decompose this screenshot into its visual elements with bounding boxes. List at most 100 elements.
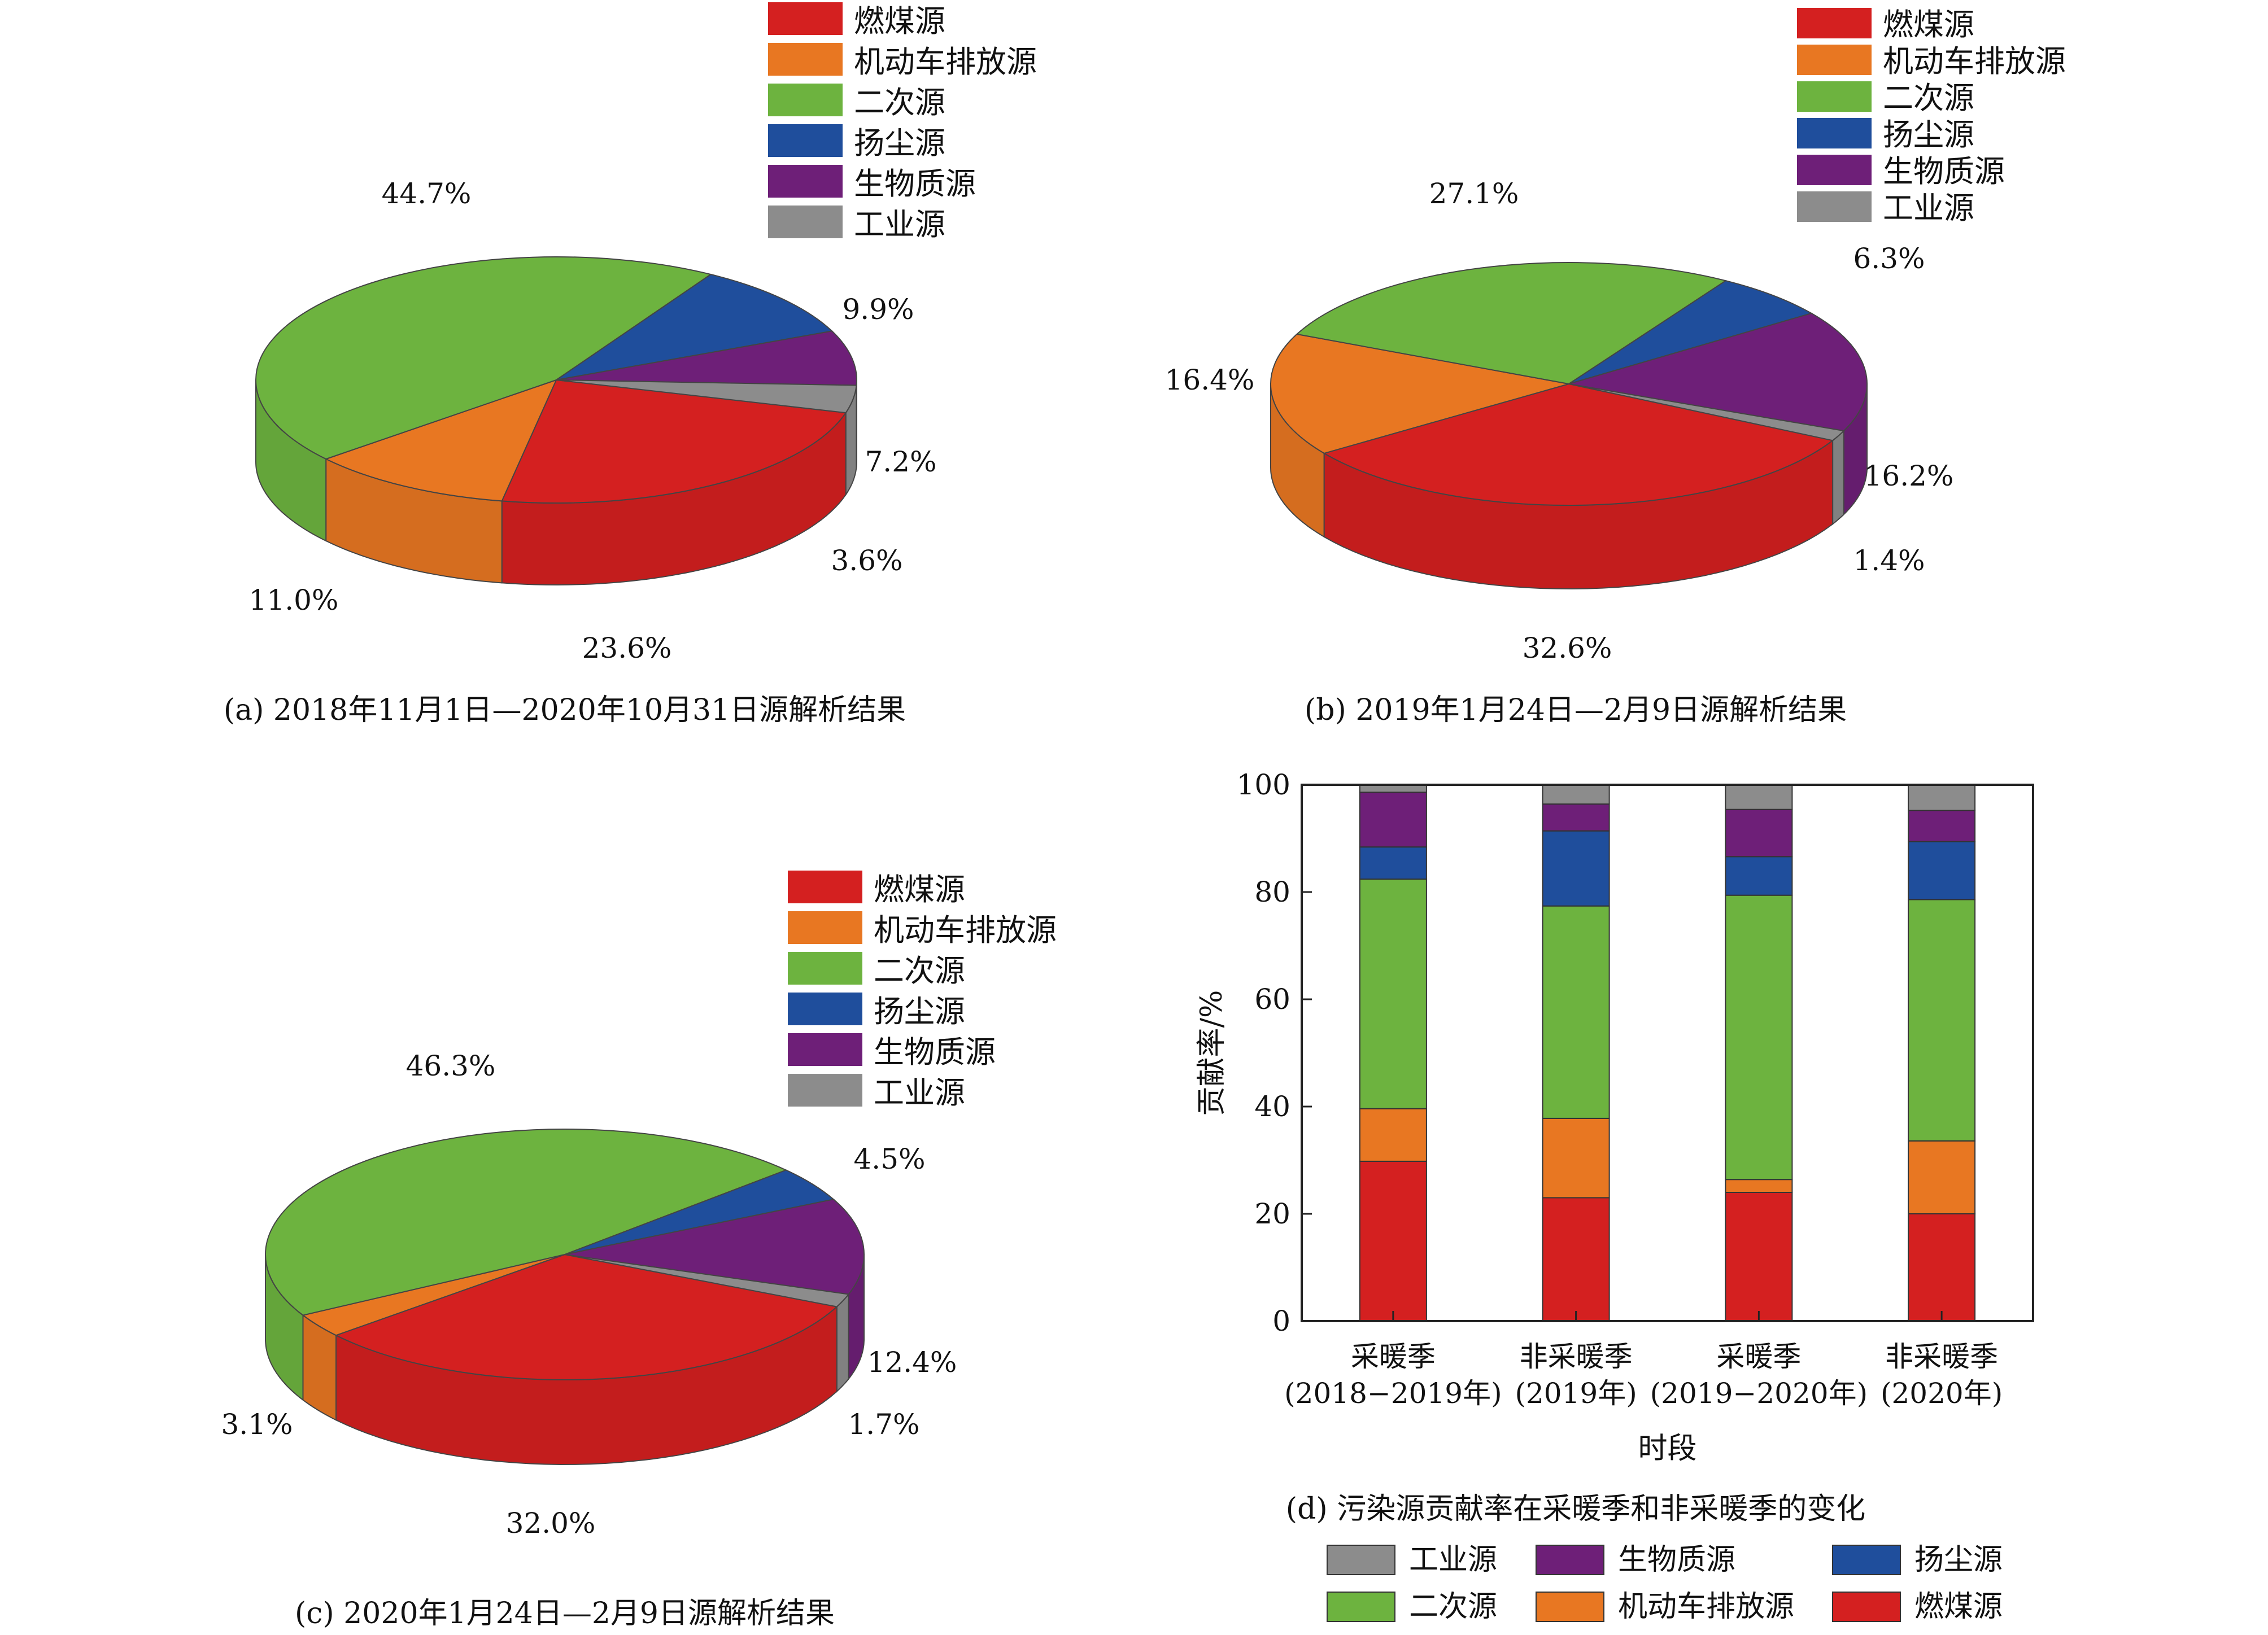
legend-label-secondary: 二次源 — [854, 85, 945, 120]
x-tick-label: 采暖季 — [1351, 1340, 1436, 1373]
pie-slice-industry — [556, 379, 857, 414]
caption-a: (a) 2018年11月1日—2020年10月31日源解析结果 — [224, 693, 906, 727]
bar-segment-vehicle — [1908, 1140, 1976, 1215]
pie-label-industry: 1.4% — [1853, 544, 1925, 577]
pie-label-vehicle: 11.0% — [249, 584, 339, 617]
x-tick-label: (2019−2020年) — [1650, 1377, 1868, 1410]
bar-segment-dust — [1725, 856, 1793, 896]
y-tick-label: 0 — [1272, 1305, 1290, 1337]
legend-swatch-vehicle — [1797, 45, 1872, 75]
x-tick-label: (2018−2019年) — [1284, 1377, 1502, 1410]
legend-swatch-coal — [1797, 8, 1872, 38]
y-axis-label: 贡献率/% — [1195, 990, 1229, 1116]
legend-swatch-biomass — [788, 1033, 862, 1066]
pie-label-dust: 4.5% — [853, 1143, 925, 1175]
bar-segment-biomass — [1908, 810, 1976, 842]
legend-swatch-secondary — [768, 84, 843, 116]
legend-label-secondary: 二次源 — [874, 953, 965, 989]
bar-legend-swatch-vehicle — [1536, 1592, 1604, 1622]
bar-segment-industry — [1908, 784, 1976, 811]
y-tick-label: 40 — [1254, 1090, 1290, 1123]
x-axis-label: 时段 — [1638, 1432, 1696, 1466]
caption-d: (d) 污染源贡献率在采暖季和非采暖季的变化 — [1286, 1492, 1865, 1526]
legend-label-industry: 工业源 — [1883, 190, 1974, 226]
x-tick-label: 非采暖季 — [1520, 1340, 1633, 1373]
bar-segment-secondary — [1725, 894, 1793, 1181]
legend-label-vehicle: 机动车排放源 — [1883, 43, 2066, 79]
y-tick-label: 20 — [1254, 1197, 1290, 1230]
legend-swatch-dust — [768, 124, 843, 157]
legend-swatch-coal — [788, 871, 862, 903]
legend-swatch-vehicle — [788, 911, 862, 944]
legend-label-dust: 扬尘源 — [1883, 117, 1974, 152]
legend-swatch-industry — [788, 1074, 862, 1107]
pie-slice-coal — [334, 1253, 838, 1380]
pie-label-vehicle: 3.1% — [221, 1408, 293, 1441]
pie-slice-dust — [556, 273, 834, 381]
legend-label-industry: 工业源 — [854, 207, 945, 242]
pie-label-secondary: 46.3% — [406, 1050, 496, 1082]
legend-label-vehicle: 机动车排放源 — [874, 912, 1057, 948]
bar-segment-biomass — [1725, 808, 1793, 858]
bar-segment-dust — [1908, 841, 1976, 900]
bar-segment-secondary — [1908, 899, 1976, 1142]
bar-segment-coal — [1908, 1213, 1976, 1322]
bar-segment-vehicle — [1725, 1179, 1793, 1193]
bar-segment-vehicle — [1359, 1108, 1427, 1162]
legend-label-biomass: 生物质源 — [874, 1034, 996, 1070]
legend-swatch-industry — [768, 206, 843, 238]
bar-segment-coal — [1542, 1197, 1610, 1322]
pie-label-secondary: 44.7% — [382, 177, 472, 210]
bar-legend-label-industry: 工业源 — [1409, 1543, 1497, 1577]
x-tick-label: 采暖季 — [1716, 1340, 1801, 1373]
legend-label-biomass: 生物质源 — [854, 166, 976, 202]
bar-segment-vehicle — [1542, 1117, 1610, 1199]
plot-frame — [1301, 784, 2034, 1322]
legend-swatch-biomass — [1797, 155, 1872, 185]
x-tick-label: (2019年) — [1515, 1377, 1637, 1410]
pie-label-industry: 3.6% — [831, 544, 902, 577]
pie-label-coal: 32.0% — [506, 1507, 596, 1540]
pie-slice-secondary — [1296, 262, 1728, 385]
legend-label-coal: 燃煤源 — [874, 872, 965, 907]
legend-label-coal: 燃煤源 — [1883, 7, 1974, 42]
bar-segment-industry — [1542, 784, 1610, 805]
legend-label-dust: 扬尘源 — [854, 125, 945, 161]
bar-legend-swatch-secondary — [1327, 1592, 1395, 1622]
pie-chart-a: 23.6% 11.0% 44.7% 9.9% 7.2% 3.6% 燃煤源机动车排放源二次源扬… — [249, 2, 1037, 665]
pie-chart-c: 32.0% 3.1% 46.3% 4.5% 12.4% 1.7% 燃煤源机动车排放源二次源扬… — [221, 871, 1057, 1540]
bar-legend-label-coal: 燃煤源 — [1914, 1590, 2003, 1624]
stacked-bar-chart-d: 0 20 40 60 80 100 采暖季 (2018−2019年) 非采暖季 (2019年) 采暖… — [1195, 768, 2034, 1624]
bar-segment-dust — [1542, 830, 1610, 907]
pie-label-vehicle: 16.4% — [1165, 364, 1255, 396]
pie-slice-biomass — [556, 330, 857, 386]
legend-swatch-industry — [1797, 191, 1872, 222]
legend-swatch-secondary — [788, 952, 862, 985]
caption-c: (c) 2020年1月24日—2月9日源解析结果 — [295, 1597, 835, 1630]
pie-label-dust: 6.3% — [1853, 242, 1925, 275]
pie-label-biomass: 16.2% — [1864, 460, 1954, 492]
legend-label-industry: 工业源 — [874, 1075, 965, 1111]
pie-slice-coal — [1323, 383, 1834, 506]
pie-slice-secondary — [255, 256, 713, 460]
bar-segment-secondary — [1359, 878, 1427, 1109]
bar-legend-label-dust: 扬尘源 — [1914, 1543, 2003, 1577]
bar-legend-swatch-dust — [1832, 1545, 1901, 1575]
pie-slice-vehicle — [1270, 333, 1569, 454]
bar-segment-coal — [1359, 1160, 1427, 1322]
pie-label-coal: 23.6% — [582, 632, 672, 665]
bar-legend-label-biomass: 生物质源 — [1618, 1543, 1735, 1577]
pie-label-coal: 32.6% — [1523, 632, 1612, 665]
y-tick-label: 80 — [1254, 876, 1290, 908]
y-tick-label: 100 — [1237, 768, 1290, 801]
caption-b: (b) 2019年1月24日—2月9日源解析结果 — [1305, 693, 1847, 727]
bar-legend-swatch-biomass — [1536, 1545, 1604, 1575]
bar-legend-label-secondary: 二次源 — [1409, 1590, 1497, 1624]
pie-label-industry: 1.7% — [848, 1408, 919, 1441]
pie-label-dust: 9.9% — [842, 293, 914, 326]
legend-label-secondary: 二次源 — [1883, 80, 1974, 116]
legend-swatch-secondary — [1797, 81, 1872, 112]
pie-slice-industry — [1568, 383, 1846, 441]
bar-segment-biomass — [1542, 803, 1610, 832]
